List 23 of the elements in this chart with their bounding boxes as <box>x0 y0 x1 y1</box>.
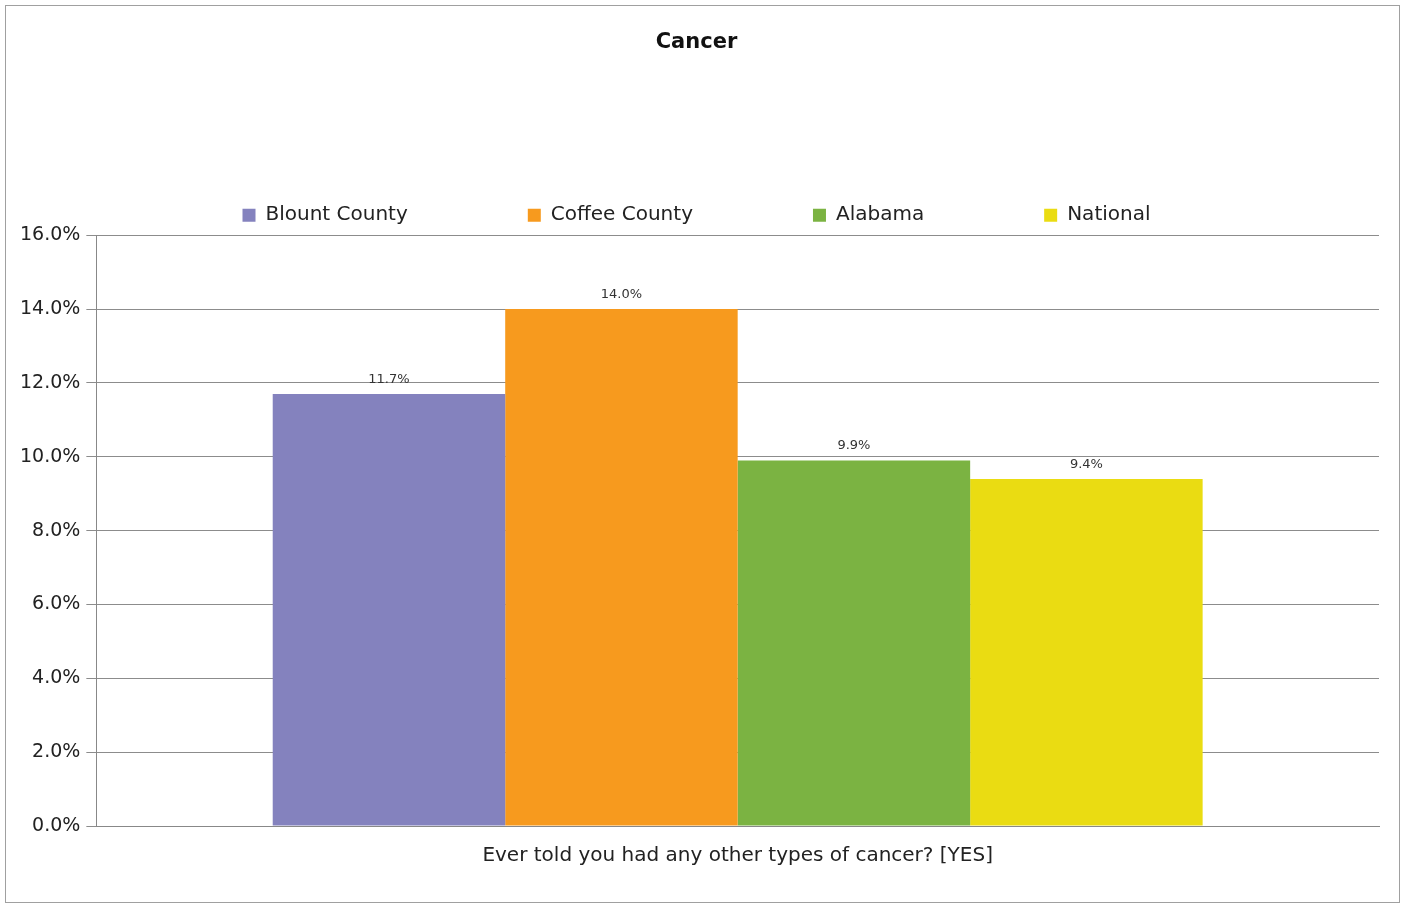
data-label: 9.4% <box>1069 455 1103 471</box>
y-tick-label: 2.0% <box>32 739 81 762</box>
legend-label: National <box>1067 201 1151 226</box>
bar <box>272 393 506 826</box>
x-tick-label: Ever told you had any other types of cancer? [YES] <box>482 842 993 867</box>
y-tick-label: 10.0% <box>20 443 81 466</box>
y-tick-label: 8.0% <box>32 517 81 540</box>
y-tick-label: 14.0% <box>20 295 81 318</box>
y-tick-label: 16.0% <box>20 222 81 245</box>
y-tick-label: 12.0% <box>20 369 81 392</box>
data-label: 11.7% <box>368 370 410 386</box>
y-tick-label: 6.0% <box>32 591 81 614</box>
legend-label: Coffee County <box>550 201 694 226</box>
legend-label: Alabama <box>835 201 925 226</box>
bar <box>737 460 971 826</box>
bar <box>970 478 1203 826</box>
data-label: 9.9% <box>837 437 871 453</box>
chart-title: Cancer <box>655 29 738 54</box>
y-tick-label: 4.0% <box>32 665 81 688</box>
data-label: 14.0% <box>600 285 643 301</box>
y-tick-label: 0.0% <box>32 812 81 835</box>
bar <box>505 309 738 826</box>
legend-label: Blount County <box>265 201 408 226</box>
